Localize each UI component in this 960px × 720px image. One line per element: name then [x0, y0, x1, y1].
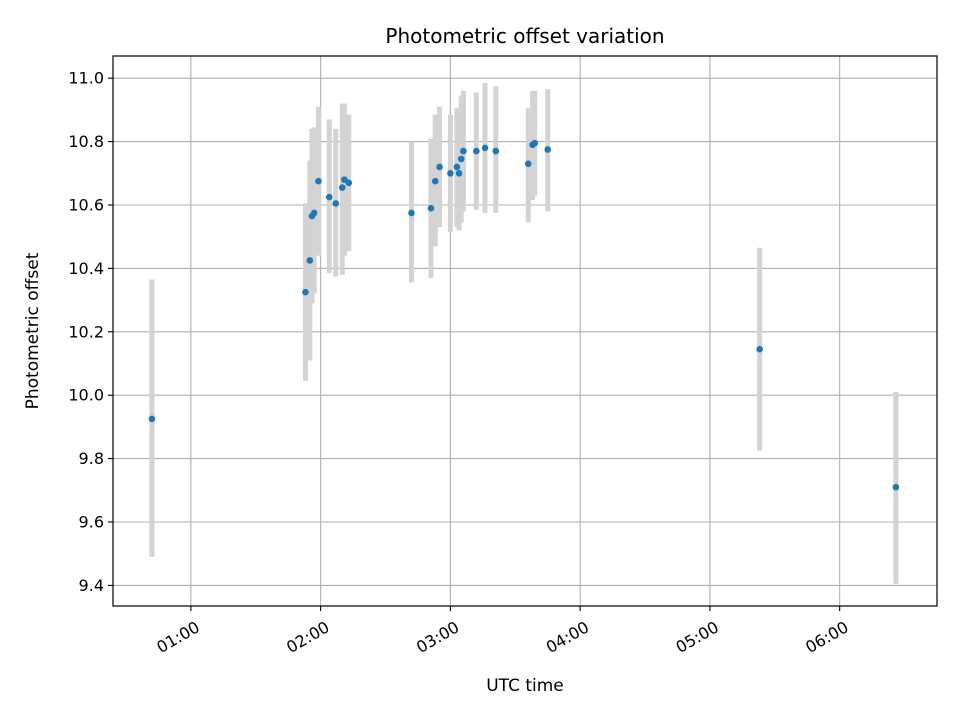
- data-point: [408, 209, 415, 217]
- data-point: [310, 209, 318, 217]
- y-tick-label: 9.6: [79, 512, 104, 531]
- y-tick-label: 10.8: [68, 132, 104, 151]
- y-tick-label: 10.2: [68, 322, 104, 341]
- data-point: [492, 147, 500, 155]
- x-axis-title: UTC time: [486, 676, 564, 696]
- data-point: [460, 147, 467, 155]
- data-point: [148, 415, 156, 423]
- plot-frame: [112, 55, 938, 607]
- data-point: [306, 257, 314, 264]
- y-tick-label: 9.4: [79, 576, 104, 595]
- y-tick-label: 10.4: [68, 259, 104, 278]
- y-tick-label: 10.6: [68, 195, 104, 214]
- data-point: [544, 146, 552, 153]
- data-point: [338, 184, 346, 191]
- y-axis-title: Photometric offset: [23, 252, 43, 409]
- data-point: [325, 193, 333, 201]
- chart-title: Photometric offset variation: [385, 24, 664, 48]
- data-point: [892, 483, 900, 491]
- data-point: [455, 169, 463, 177]
- y-tick-label: 9.8: [79, 449, 104, 468]
- data-point: [453, 163, 461, 171]
- y-tick-label: 10.0: [68, 386, 104, 405]
- data-point: [436, 163, 443, 171]
- data-point: [302, 288, 309, 296]
- y-tick-label: 11.0: [68, 69, 104, 88]
- data-points: [148, 139, 900, 491]
- data-point: [447, 169, 454, 177]
- data-point: [756, 345, 763, 353]
- data-point: [457, 155, 465, 163]
- y-axis-ticks: 9.4 9.6 9.8 10.0 10.2 10.4 10.6 10.8 11.0: [68, 69, 113, 595]
- data-point: [431, 177, 439, 185]
- data-point: [473, 147, 480, 155]
- data-point: [524, 160, 532, 168]
- data-point: [315, 177, 322, 185]
- grid-lines: [113, 56, 937, 606]
- data-point: [345, 179, 353, 187]
- data-point: [427, 204, 435, 212]
- data-point: [332, 200, 340, 207]
- data-point: [531, 139, 539, 147]
- data-point: [481, 144, 489, 152]
